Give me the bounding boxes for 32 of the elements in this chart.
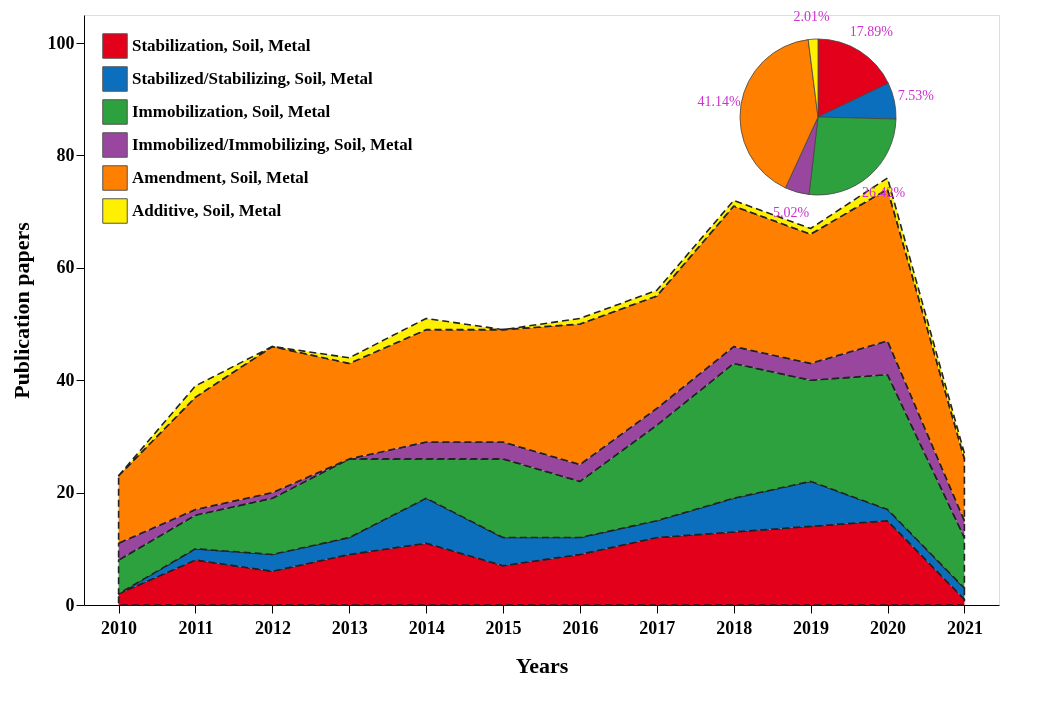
x-tick-label: 2014	[408, 617, 445, 638]
y-tick-label: 100	[47, 32, 75, 53]
data-label: 41.14%	[697, 93, 742, 109]
data-label: 5.02%	[772, 205, 810, 221]
legend-label: Additive, Soil, Metal	[132, 201, 282, 220]
y-tick-label: 20	[56, 482, 75, 503]
x-axis-title: Years	[515, 652, 569, 678]
x-tick-label: 2012	[254, 617, 291, 638]
x-tick-label: 2020	[870, 617, 907, 638]
x-tick-label: 2017	[639, 617, 676, 638]
legend-label: Stabilization, Soil, Metal	[132, 36, 311, 55]
data-label: 26.42%	[861, 184, 906, 200]
y-tick-label: 40	[56, 369, 75, 390]
legend-label: Stabilized/Stabilizing, Soil, Metal	[132, 69, 374, 88]
y-axis-title: Publication papers	[8, 221, 34, 399]
y-tick-label: 0	[65, 594, 75, 615]
x-tick-label: 2011	[178, 617, 214, 638]
legend-label: Immobilized/Immobilizing, Soil, Metal	[132, 135, 413, 154]
x-tick-label: 2010	[101, 617, 138, 638]
x-tick-label: 2016	[562, 617, 599, 638]
legend-label: Immobilization, Soil, Metal	[132, 102, 331, 121]
x-tick-label: 2018	[716, 617, 753, 638]
y-tick-label: 80	[56, 144, 75, 165]
data-label: 17.89%	[849, 24, 894, 40]
x-tick-label: 2015	[485, 617, 522, 638]
x-tick-label: 2019	[793, 617, 830, 638]
y-tick-label: 60	[56, 257, 75, 278]
x-tick-label: 2021	[946, 617, 983, 638]
data-label: 7.53%	[897, 88, 935, 104]
data-label: 2.01%	[793, 9, 831, 25]
legend-label: Amendment, Soil, Metal	[132, 168, 309, 187]
x-tick-label: 2013	[331, 617, 368, 638]
